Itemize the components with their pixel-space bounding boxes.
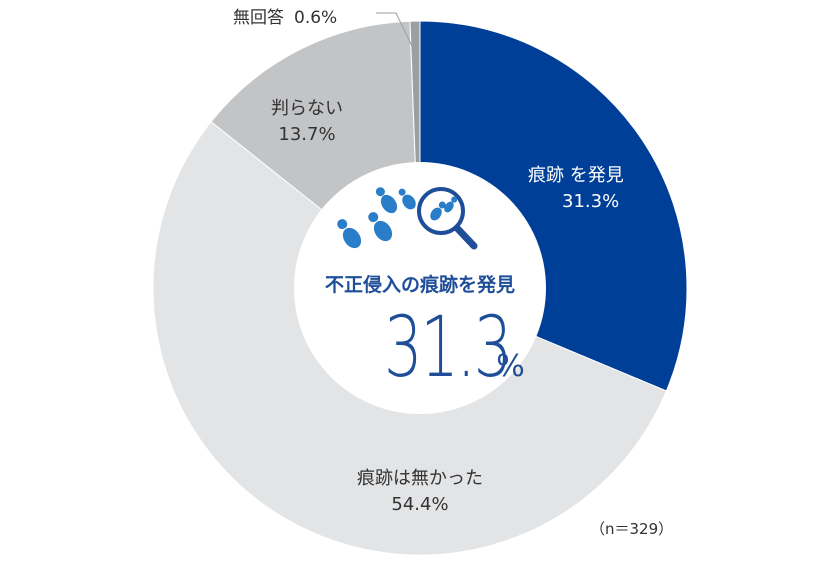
slice-label-found-value: 31.3%: [562, 191, 620, 213]
slice-label-no-answer-name: 無回答: [233, 8, 284, 28]
slice-label-found-name: 痕跡 を発見: [528, 165, 624, 186]
center-title: 不正侵入の痕跡を発見: [324, 274, 515, 296]
magnifier-footprint-icon: [417, 187, 478, 250]
donut-hole: [294, 162, 546, 414]
slice-label-no-answer: 無回答 0.6%: [233, 6, 413, 31]
slice-label-none-name: 痕跡は無かった: [357, 468, 483, 489]
slice-label-none: 痕跡は無かった 54.4%: [330, 466, 510, 518]
slice-label-unknown: 判らない 13.7%: [247, 96, 367, 148]
slice-label-none-value: 54.4%: [391, 494, 449, 516]
slice-label-unknown-name: 判らない: [271, 98, 343, 119]
footprints-icon: [337, 187, 416, 249]
leader-line-no-answer: [376, 12, 413, 47]
slice-label-unknown-value: 13.7%: [278, 124, 336, 146]
slice-label-no-answer-value: 0.6%: [294, 8, 338, 28]
center-value: 31.3%: [330, 298, 530, 396]
center-value-unit: %: [496, 349, 525, 384]
sample-size-note: （n＝329）: [590, 520, 674, 538]
center-value-number: 31.3: [384, 298, 512, 396]
slice-label-found: 痕跡 を発見 31.3%: [528, 163, 678, 215]
